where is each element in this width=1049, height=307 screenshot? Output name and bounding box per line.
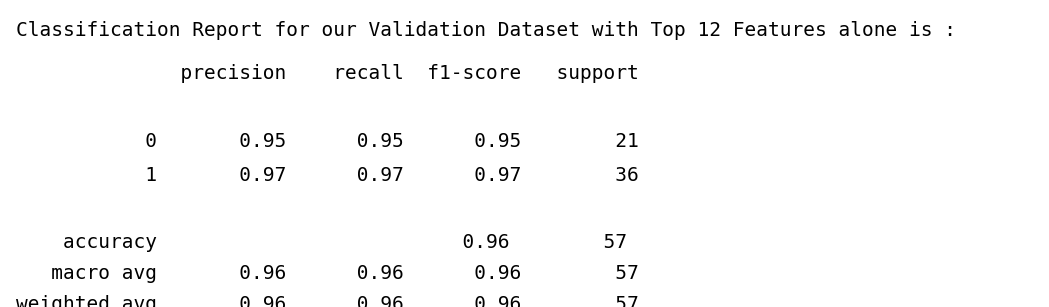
Text: 1       0.97      0.97      0.97        36: 1 0.97 0.97 0.97 36 — [16, 166, 639, 185]
Text: weighted avg       0.96      0.96      0.96        57: weighted avg 0.96 0.96 0.96 57 — [16, 295, 639, 307]
Text: accuracy                          0.96        57: accuracy 0.96 57 — [16, 233, 626, 252]
Text: precision    recall  f1-score   support: precision recall f1-score support — [16, 64, 639, 84]
Text: 0       0.95      0.95      0.95        21: 0 0.95 0.95 0.95 21 — [16, 132, 639, 151]
Text: macro avg       0.96      0.96      0.96        57: macro avg 0.96 0.96 0.96 57 — [16, 264, 639, 283]
Text: Classification Report for our Validation Dataset with Top 12 Features alone is :: Classification Report for our Validation… — [16, 21, 956, 41]
